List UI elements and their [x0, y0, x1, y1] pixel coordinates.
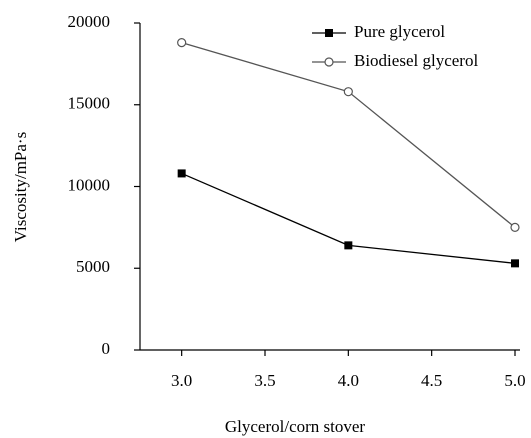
legend-label: Biodiesel glycerol [354, 51, 478, 70]
marker [177, 169, 186, 178]
x-axis-label: Glycerol/corn stover [225, 417, 366, 436]
x-tick-label: 5.0 [504, 371, 525, 390]
marker [343, 87, 353, 97]
legend-marker [325, 29, 333, 37]
y-axis-label: Viscosity/mPa·s [11, 132, 30, 242]
marker [177, 38, 187, 48]
y-tick-label: 10000 [68, 175, 111, 194]
x-tick-label: 3.0 [171, 371, 192, 390]
series-line [181, 41, 516, 228]
marker [510, 222, 520, 232]
legend-marker [324, 57, 334, 67]
x-tick-label: 3.5 [254, 371, 275, 390]
marker [511, 259, 519, 268]
marker [344, 241, 353, 250]
legend-label: Pure glycerol [354, 22, 445, 41]
y-tick-label: 5000 [76, 257, 110, 276]
y-tick-label: 0 [102, 339, 111, 358]
x-tick-label: 4.5 [421, 371, 442, 390]
x-tick-label: 4.0 [338, 371, 359, 390]
y-tick-label: 15000 [68, 94, 111, 113]
y-tick-label: 20000 [68, 12, 111, 31]
